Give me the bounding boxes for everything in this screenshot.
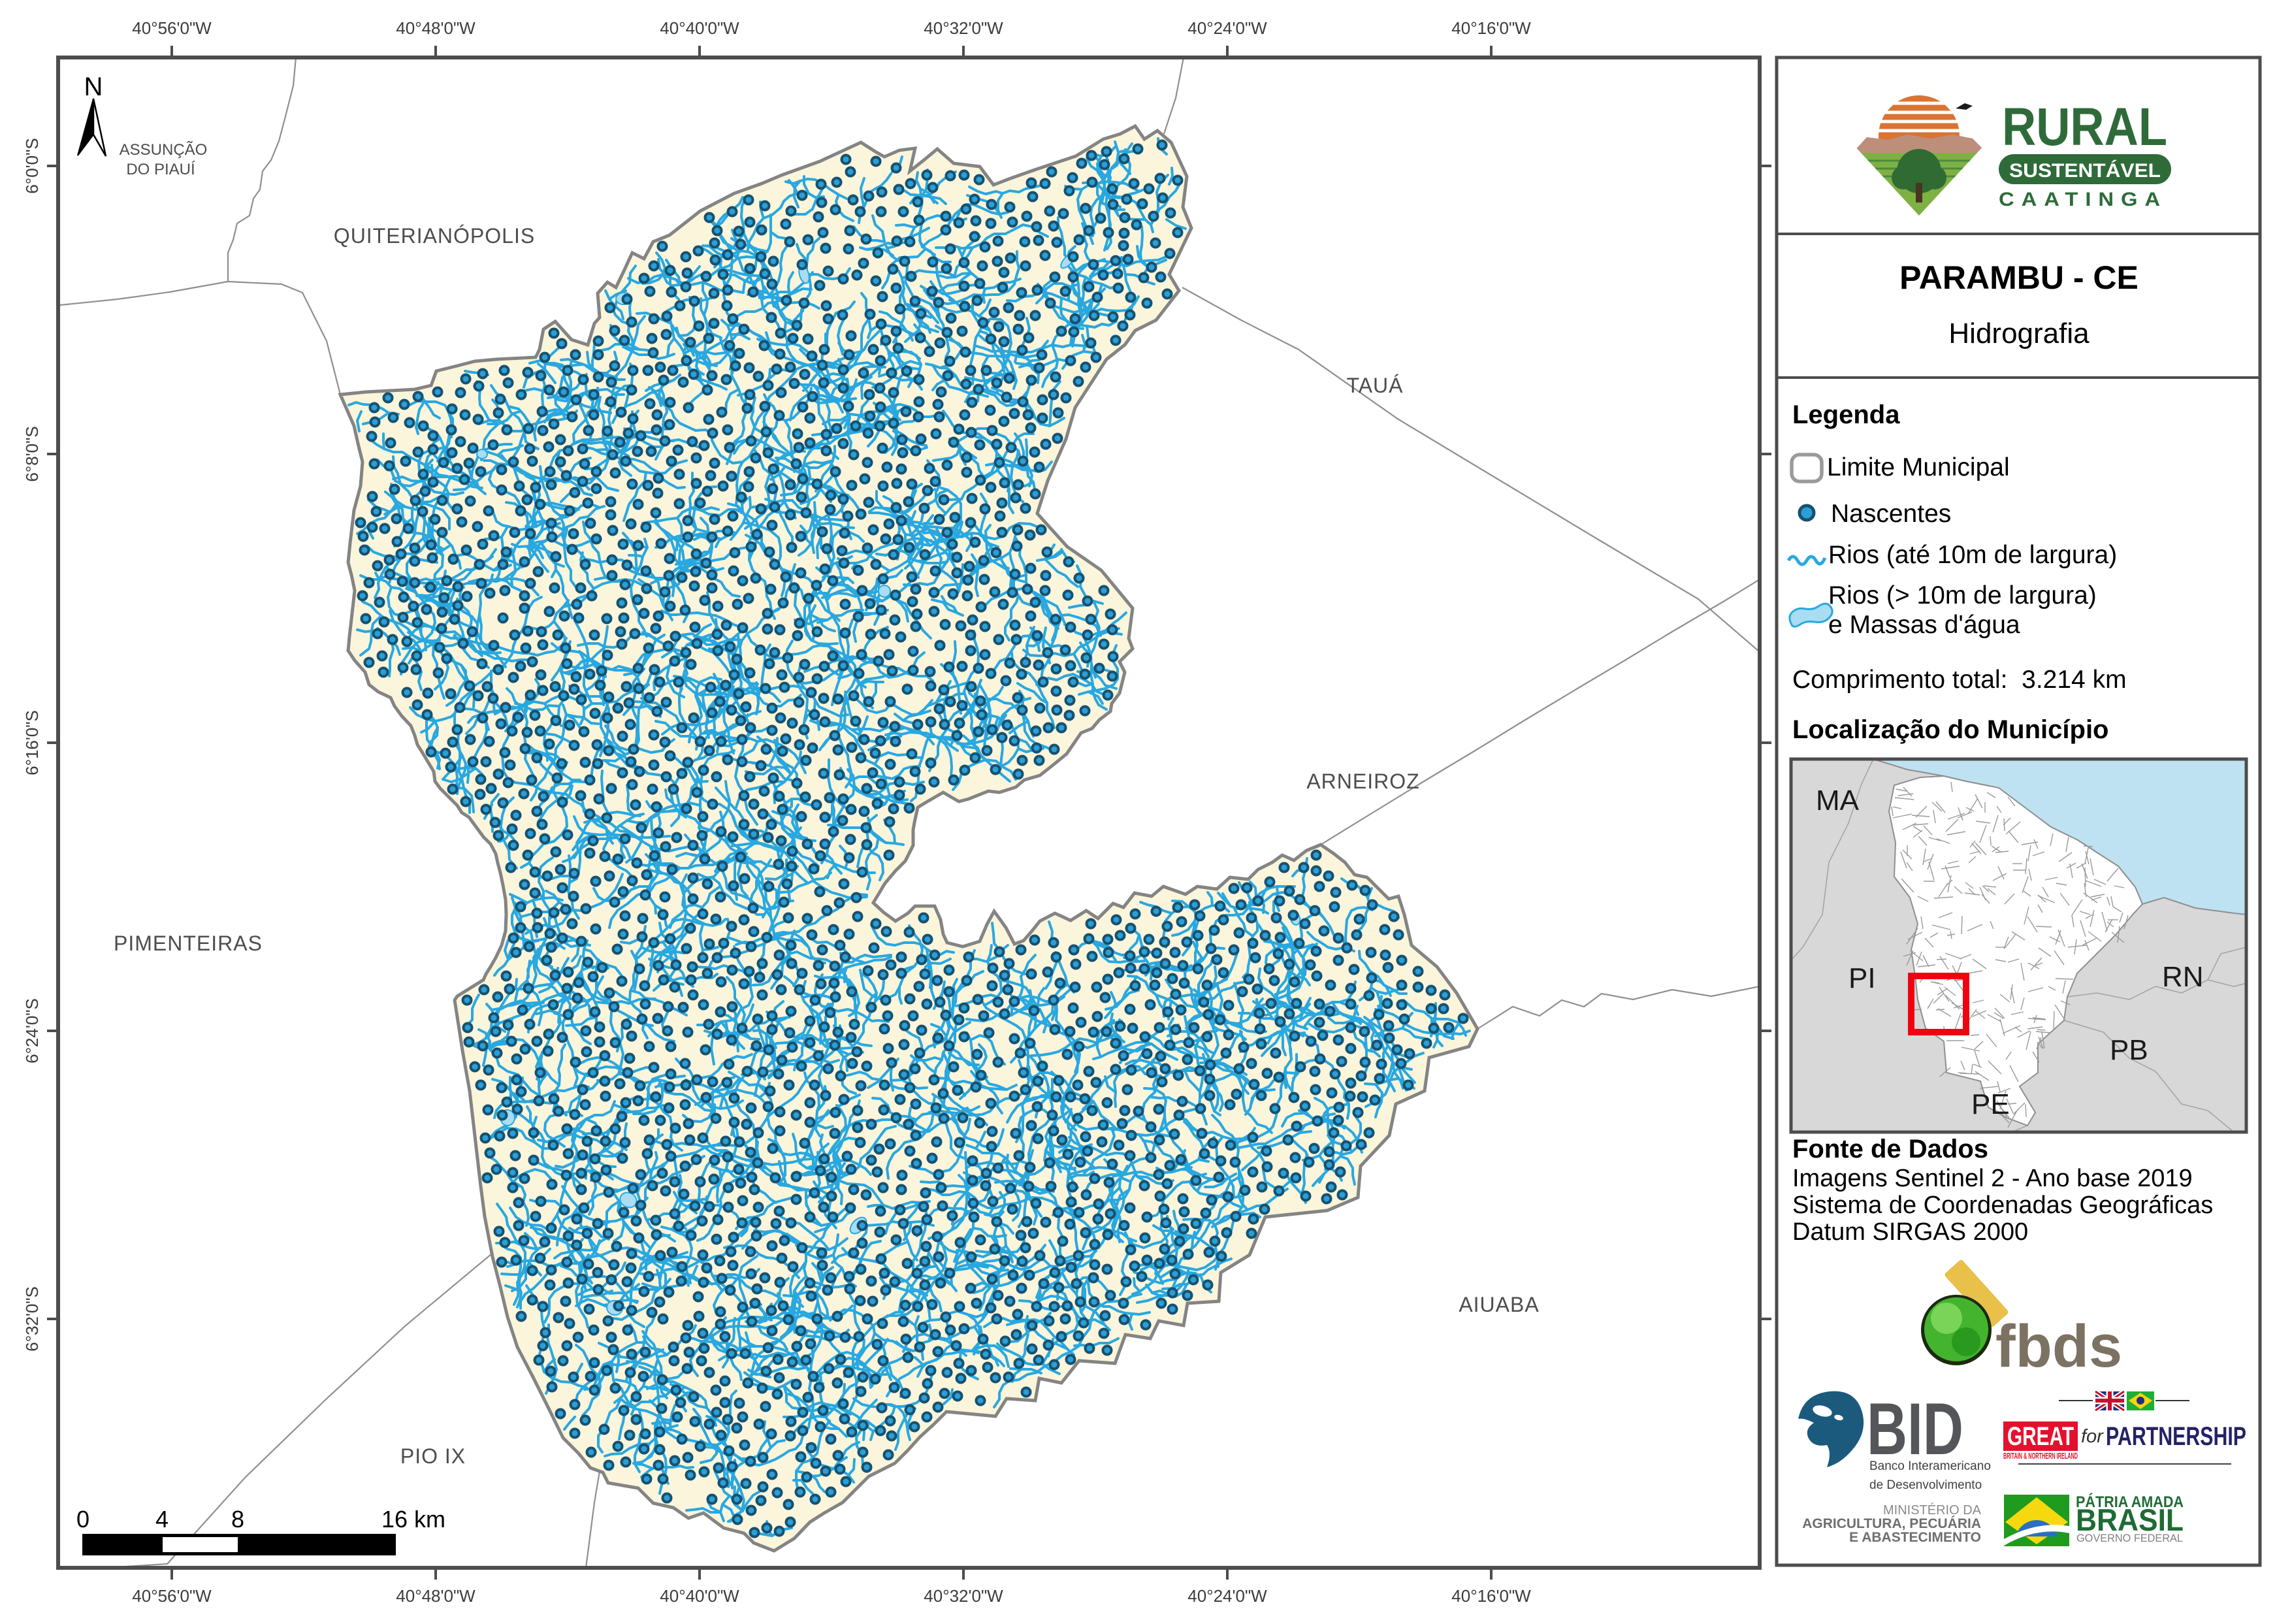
svg-text:40°56'0"W: 40°56'0"W [132,1586,212,1606]
svg-text:MA: MA [1816,785,1860,817]
svg-text:de Desenvolvimento: de Desenvolvimento [1869,1478,1982,1492]
svg-text:Hidrografia: Hidrografia [1948,317,2090,349]
svg-text:PIO IX: PIO IX [400,1444,466,1468]
svg-text:ARNEIROZ: ARNEIROZ [1306,770,1419,793]
svg-text:for: for [2081,1426,2104,1447]
svg-text:40°16'0"W: 40°16'0"W [1451,18,1531,38]
svg-text:TAUÁ: TAUÁ [1347,374,1404,397]
svg-text:40°40'0"W: 40°40'0"W [660,18,739,38]
svg-text:PARTNERSHIP: PARTNERSHIP [2106,1422,2246,1451]
svg-text:40°48'0"W: 40°48'0"W [396,18,476,38]
svg-text:GOVERNO FEDERAL: GOVERNO FEDERAL [2076,1532,2183,1544]
svg-text:40°24'0"W: 40°24'0"W [1187,18,1267,38]
svg-text:Sistema de Coordenadas Geográf: Sistema de Coordenadas Geográficas [1792,1192,2213,1219]
svg-text:Localização do Município: Localização do Município [1792,715,2109,744]
svg-text:Nascentes: Nascentes [1831,500,1951,528]
svg-text:E ABASTECIMENTO: E ABASTECIMENTO [1849,1530,1981,1545]
svg-text:Banco Interamericano: Banco Interamericano [1869,1459,1991,1473]
svg-text:Datum SIRGAS 2000: Datum SIRGAS 2000 [1792,1218,2028,1246]
svg-text:fbds: fbds [1995,1313,2122,1380]
svg-text:PE: PE [1971,1088,2010,1120]
svg-text:40°32'0"W: 40°32'0"W [924,18,1003,38]
svg-text:RURAL: RURAL [2002,97,2167,157]
svg-text:Rios (até 10m de largura): Rios (até 10m de largura) [1828,541,2117,569]
svg-text:PIMENTEIRAS: PIMENTEIRAS [114,932,263,955]
svg-text:PÁTRIA AMADA: PÁTRIA AMADA [2076,1493,2184,1511]
svg-text:BRITAIN & NORTHERN IRELAND: BRITAIN & NORTHERN IRELAND [2003,1451,2078,1461]
svg-text:AIUABA: AIUABA [1459,1293,1539,1316]
svg-text:N: N [84,73,103,101]
svg-text:40°56'0"W: 40°56'0"W [132,18,212,38]
svg-text:PI: PI [1848,962,1876,994]
svg-text:Rios (> 10m de largura): Rios (> 10m de largura) [1828,581,2097,609]
svg-text:BRASIL: BRASIL [2076,1502,2184,1537]
svg-text:PB: PB [2110,1034,2148,1066]
svg-text:e Massas d'água: e Massas d'água [1828,611,2020,639]
svg-text:16 km: 16 km [381,1506,445,1533]
svg-text:MINISTÉRIO DA: MINISTÉRIO DA [1883,1502,1982,1518]
svg-text:Legenda: Legenda [1792,400,1900,429]
svg-text:6°16'0"S: 6°16'0"S [22,710,42,775]
svg-text:BID: BID [1867,1388,1963,1470]
svg-text:8: 8 [231,1506,244,1533]
svg-text:AGRICULTURA, PECUÁRIA: AGRICULTURA, PECUÁRIA [1802,1516,1981,1531]
svg-text:6°32'0"S: 6°32'0"S [22,1286,42,1352]
svg-text:40°48'0"W: 40°48'0"W [396,1586,476,1606]
svg-text:Fonte de Dados: Fonte de Dados [1792,1135,1988,1163]
svg-text:40°32'0"W: 40°32'0"W [924,1586,1003,1606]
svg-text:PARAMBU - CE: PARAMBU - CE [1899,259,2139,296]
svg-text:6°0'0"S: 6°0'0"S [22,138,42,193]
svg-text:6°24'0"S: 6°24'0"S [22,998,42,1064]
svg-text:Comprimento total: 3.214 km: Comprimento total: 3.214 km [1792,666,2127,694]
svg-text:QUITERIANÓPOLIS: QUITERIANÓPOLIS [334,224,535,248]
svg-text:0: 0 [76,1506,89,1533]
svg-text:40°16'0"W: 40°16'0"W [1451,1586,1531,1606]
svg-text:RN: RN [2162,961,2204,993]
svg-text:CAATINGA: CAATINGA [1999,189,2167,210]
svg-text:ASSUNÇÃO: ASSUNÇÃO [120,141,208,159]
svg-text:40°24'0"W: 40°24'0"W [1187,1586,1267,1606]
svg-text:GREAT: GREAT [2007,1422,2074,1451]
svg-text:DO PIAUÍ: DO PIAUÍ [126,161,195,178]
svg-text:SUSTENTÁVEL: SUSTENTÁVEL [2009,159,2161,182]
svg-text:Imagens Sentinel 2 - Ano base: Imagens Sentinel 2 - Ano base 2019 [1792,1165,2193,1192]
svg-text:6°8'0"S: 6°8'0"S [22,426,42,481]
svg-text:4: 4 [155,1506,169,1533]
svg-text:40°40'0"W: 40°40'0"W [660,1586,739,1606]
svg-text:Limite Municipal: Limite Municipal [1827,453,2010,481]
